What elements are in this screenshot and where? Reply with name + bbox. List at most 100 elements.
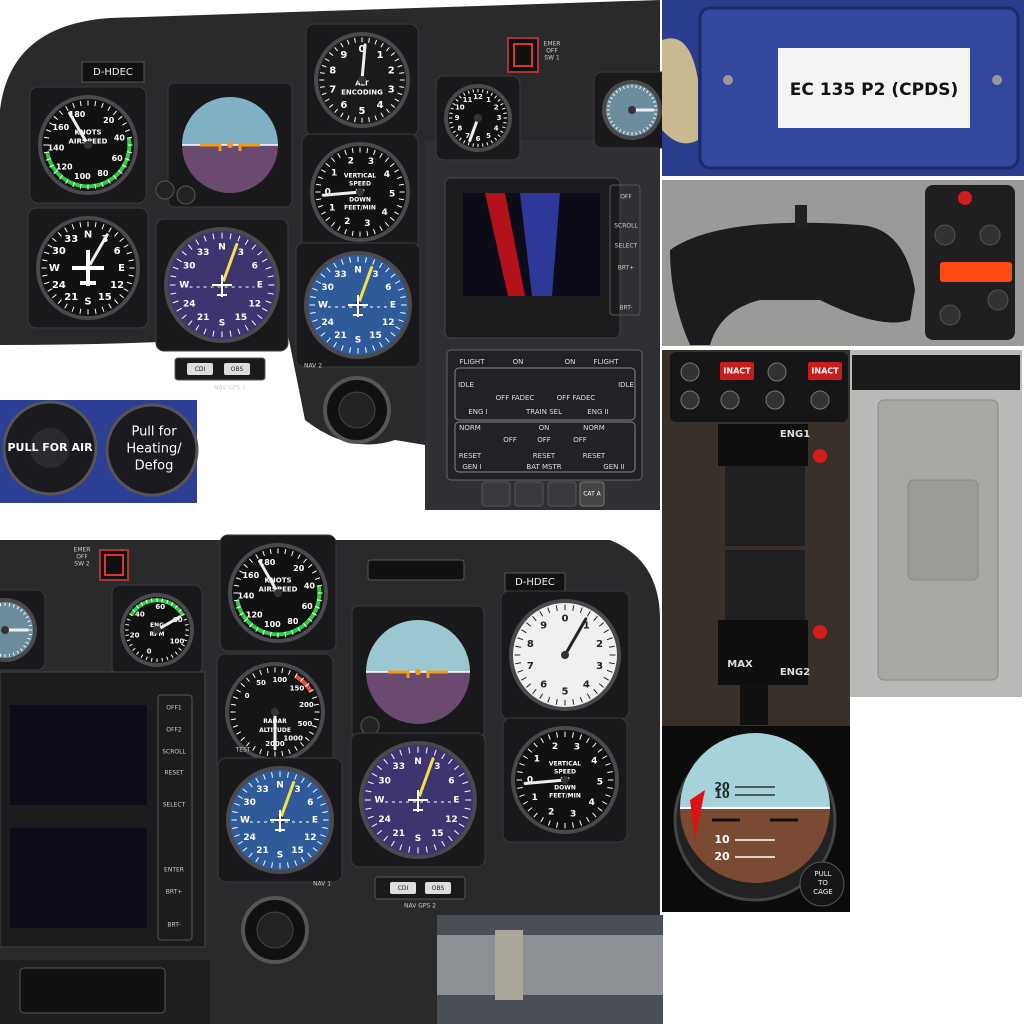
inact-label: INACT: [723, 367, 751, 376]
gauge-tick: [579, 607, 583, 614]
gauge-tick: [262, 774, 266, 780]
gauge-tick: [126, 136, 133, 139]
gauge-tick: [294, 860, 298, 866]
gauge-tick: [379, 153, 383, 158]
gauge-tick: [490, 92, 493, 96]
display-button-label: OFF1: [166, 705, 182, 712]
nav-label: NAV GPS 1: [214, 385, 246, 392]
gauge-tick: [579, 696, 583, 703]
display-button-label: BRT+: [618, 265, 635, 272]
gauge-scale-label: 3: [368, 157, 374, 167]
gauge-tick: [234, 802, 240, 806]
gauge-tick: [366, 147, 369, 154]
gauge-tick: [126, 618, 131, 621]
gauge-tick: [519, 762, 525, 766]
gauge-tick: [399, 72, 405, 74]
gauge-tick: [271, 862, 274, 868]
gauge-scale-label: 1: [534, 755, 540, 765]
gauge-tick: [618, 87, 622, 91]
engine-panel-label: GEN II: [603, 463, 624, 471]
gauge-tick: [452, 103, 456, 106]
gauge-tick: [12, 604, 15, 608]
gauge-tick: [178, 609, 182, 613]
gauge-scale-label: 6: [114, 246, 121, 257]
gauge-tick: [52, 294, 57, 299]
gauge-tick: [651, 120, 655, 124]
gauge-tick: [125, 129, 131, 132]
gauge-tick: [383, 835, 388, 842]
gauge-tick: [526, 683, 532, 688]
gauge-tick: [123, 288, 129, 292]
gauge-tick: [354, 37, 356, 43]
gauge-tick: [639, 130, 642, 134]
gauge-caption: SPEED: [554, 769, 576, 776]
gauge-tick: [330, 221, 335, 227]
gauge-tick: [94, 183, 97, 190]
gauge-tick: [8, 603, 11, 607]
gauge-scale-label: 3: [574, 743, 580, 753]
gauge-tick: [390, 332, 396, 337]
console-button: [481, 481, 511, 507]
gauge-scale-label: 12: [248, 299, 261, 309]
gauge-tick: [129, 643, 133, 647]
gauge-tick: [248, 852, 253, 858]
gauge-scale-label: 30: [243, 798, 256, 808]
gauge-tick: [181, 613, 185, 617]
gauge-tick: [497, 98, 501, 102]
lower-display: [19, 967, 166, 1014]
gauge-tick: [255, 627, 259, 632]
gauge-tick: [53, 170, 59, 175]
gauge-scale-label: 21: [392, 829, 405, 839]
emer-switch-guard: [104, 554, 124, 576]
gauge-tick: [593, 616, 598, 622]
gauge-tick: [232, 696, 238, 699]
display-button-label: BRT-: [167, 922, 180, 929]
gauge-scale-label: 150: [290, 684, 305, 692]
console-button: [514, 481, 544, 507]
gauge-tick: [28, 624, 32, 627]
gauge-scale-label: S: [84, 297, 91, 308]
gauge-tick: [312, 847, 318, 852]
gauge-tick: [464, 807, 471, 810]
gauge-tick: [467, 142, 470, 146]
display-button-strip: [609, 184, 641, 316]
adi-dot: [227, 142, 233, 148]
display-button-label: BRT+: [166, 889, 183, 896]
gauge-scale-label: E: [390, 301, 396, 311]
gauge-tick: [622, 86, 625, 90]
gauge-tick: [398, 198, 405, 201]
gauge-tick: [340, 259, 344, 265]
gauge-tick: [229, 330, 232, 337]
gauge-tick: [316, 841, 323, 845]
gauge-tick: [245, 677, 250, 683]
gauge-tick: [539, 693, 544, 699]
gauge-tick: [313, 703, 320, 706]
gauge-hub: [1, 626, 9, 634]
gauge-scale-label: 33: [64, 234, 78, 245]
gauge-scale-label: 6: [307, 798, 313, 808]
gauge-scale-label: 2: [548, 808, 554, 818]
gauge-tick: [235, 606, 241, 609]
collective-switch: [680, 362, 700, 382]
gauge-tick: [300, 677, 305, 683]
gauge-tick: [389, 162, 395, 167]
gauge-scale-label: 24: [321, 318, 334, 328]
rivet: [723, 75, 733, 85]
gauge-tick: [237, 841, 244, 845]
gauge-hub: [153, 626, 161, 634]
gauge-tick: [521, 676, 527, 681]
display-button-label: OFF: [620, 194, 632, 201]
gauge-scale-label: 5: [359, 106, 366, 117]
gauge-arc: [294, 674, 313, 693]
gauge-scale-label: 33: [334, 270, 347, 280]
adi-ground: [182, 145, 278, 193]
gauge-tick: [651, 96, 655, 100]
gauge-tick: [251, 320, 257, 326]
gauge-tick: [126, 281, 132, 285]
annunciator-strip: [367, 559, 465, 581]
gauge-tick: [269, 548, 272, 555]
cage-knob-label: CAGE: [813, 888, 832, 896]
gauge-tick: [373, 229, 376, 235]
gauge-tick: [245, 741, 250, 747]
gauge-tick: [23, 612, 27, 615]
